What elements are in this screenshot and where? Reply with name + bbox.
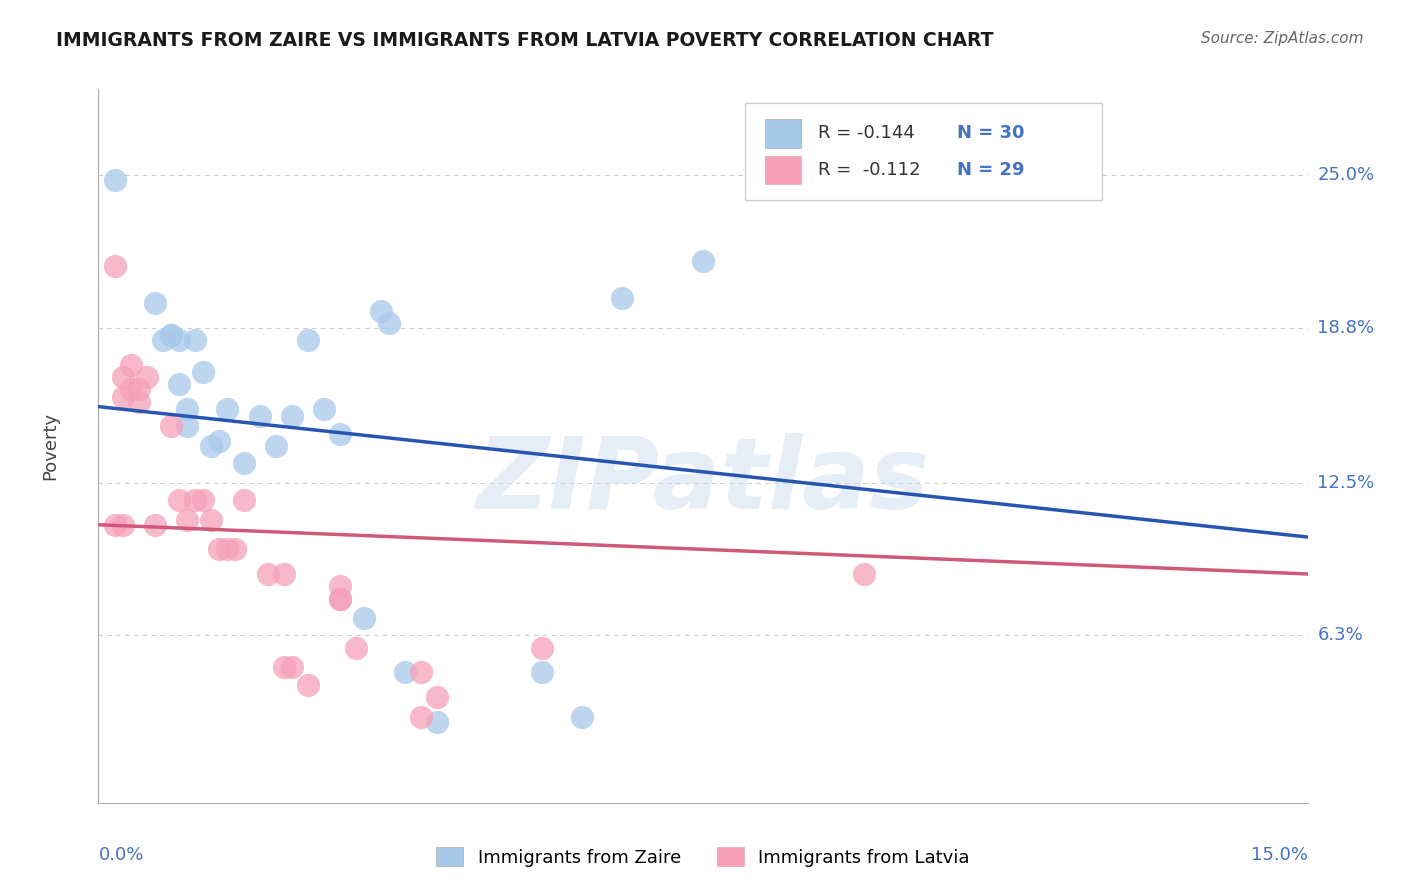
Point [160, 328, 183, 343]
Bar [745, 103, 1102, 200]
Point [377, 316, 399, 330]
Point [256, 566, 278, 581]
Point [370, 303, 392, 318]
Point [160, 419, 183, 434]
Point [217, 402, 239, 417]
Bar [765, 155, 801, 184]
Point [409, 709, 432, 723]
Point [111, 390, 134, 404]
Text: 6.3%: 6.3% [1317, 626, 1362, 645]
Point [273, 660, 295, 674]
Point [176, 402, 198, 417]
Point [152, 333, 174, 347]
Point [426, 690, 449, 704]
Text: 12.5%: 12.5% [1317, 474, 1375, 491]
Point [344, 640, 367, 655]
Point [224, 542, 246, 557]
Point [176, 419, 198, 434]
Point [612, 291, 634, 305]
Text: Source: ZipAtlas.com: Source: ZipAtlas.com [1201, 31, 1364, 46]
Legend: Immigrants from Zaire, Immigrants from Latvia: Immigrants from Zaire, Immigrants from L… [429, 840, 977, 874]
Point [281, 660, 304, 674]
Point [160, 328, 183, 343]
Point [394, 665, 416, 680]
Point [167, 333, 190, 347]
Point [217, 542, 239, 557]
Point [273, 566, 295, 581]
Point [208, 434, 231, 448]
Point [249, 409, 271, 424]
Point [184, 493, 207, 508]
Point [571, 709, 593, 723]
Point [426, 714, 449, 729]
Text: Poverty: Poverty [41, 412, 59, 480]
Point [135, 370, 157, 384]
Text: 15.0%: 15.0% [1250, 846, 1308, 863]
Text: R = -0.144: R = -0.144 [818, 125, 915, 143]
Point [530, 640, 553, 655]
Point [329, 579, 352, 593]
Point [111, 517, 134, 532]
Point [208, 542, 231, 557]
Point [692, 254, 714, 268]
Point [143, 296, 166, 310]
Point [128, 383, 150, 397]
Point [200, 439, 222, 453]
Point [314, 402, 336, 417]
Point [103, 260, 125, 274]
Point [297, 333, 319, 347]
Point [329, 426, 352, 441]
Text: N = 29: N = 29 [957, 161, 1025, 178]
Point [200, 513, 222, 527]
Text: IMMIGRANTS FROM ZAIRE VS IMMIGRANTS FROM LATVIA POVERTY CORRELATION CHART: IMMIGRANTS FROM ZAIRE VS IMMIGRANTS FROM… [56, 31, 994, 50]
Point [120, 358, 142, 372]
Point [409, 665, 432, 680]
Point [143, 517, 166, 532]
Point [232, 493, 254, 508]
Text: 18.8%: 18.8% [1317, 318, 1374, 337]
Point [103, 173, 125, 187]
Point [167, 493, 190, 508]
Text: 0.0%: 0.0% [98, 846, 143, 863]
Point [111, 370, 134, 384]
Point [184, 333, 207, 347]
Point [167, 377, 190, 392]
Point [329, 591, 352, 606]
Point [128, 394, 150, 409]
Point [853, 566, 876, 581]
Point [329, 591, 352, 606]
Point [232, 456, 254, 470]
Point [103, 517, 125, 532]
Point [193, 493, 215, 508]
Point [120, 383, 142, 397]
Text: R =  -0.112: R = -0.112 [818, 161, 921, 178]
Text: 25.0%: 25.0% [1317, 166, 1375, 185]
Bar [765, 120, 801, 148]
Point [281, 409, 304, 424]
Point [353, 611, 375, 625]
Point [530, 665, 553, 680]
Point [297, 678, 319, 692]
Point [193, 365, 215, 379]
Point [176, 513, 198, 527]
Point [264, 439, 287, 453]
Text: N = 30: N = 30 [957, 125, 1025, 143]
Text: ZIPatlas: ZIPatlas [477, 434, 929, 530]
